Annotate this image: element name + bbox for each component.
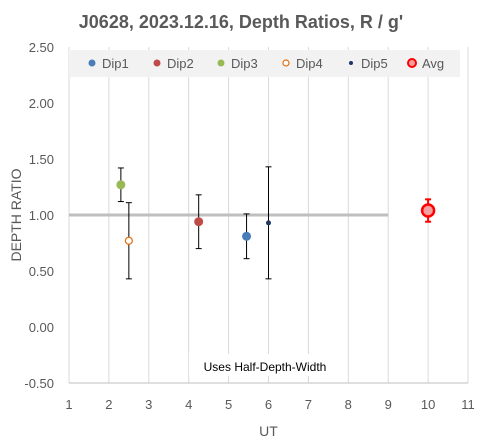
legend-label-dip5: Dip5 xyxy=(361,56,388,71)
legend-marker-dip1 xyxy=(88,59,96,67)
y-tick-label-2.00: 2.00 xyxy=(29,96,54,111)
x-tick-label-1: 1 xyxy=(65,397,72,412)
legend-marker-dip3 xyxy=(217,59,225,67)
legend-label-avg: Avg xyxy=(422,56,444,71)
data-layer xyxy=(116,166,436,280)
label-layer: 1 2 3 4 5 6 7 8 9 10 11 2.50 2.00 1.50 1.00 0.50 0.00 -0.… xyxy=(8,40,475,439)
x-tick-label-8: 8 xyxy=(345,397,352,412)
annotation-text: Uses Half-Depth-Width xyxy=(204,360,327,374)
x-tick-label-9: 9 xyxy=(385,397,392,412)
avg-point xyxy=(420,203,436,218)
y-tick-label-1.00: 1.00 xyxy=(29,208,54,223)
legend-label-dip3: Dip3 xyxy=(231,56,258,71)
legend-box xyxy=(69,50,460,77)
y-tick-label-2.50: 2.50 xyxy=(29,40,54,55)
legend-marker-avg xyxy=(407,58,417,68)
legend-layer: Dip1 Dip2 Dip3 Dip4 Dip5 Avg xyxy=(69,50,460,77)
legend-label-dip1: Dip1 xyxy=(102,56,129,71)
x-axis-title: UT xyxy=(259,423,278,439)
x-tick-label-11: 11 xyxy=(461,397,475,412)
y-tick-label-0.50: 0.50 xyxy=(29,264,54,279)
legend-label-dip2: Dip2 xyxy=(167,56,194,71)
x-tick-label-7: 7 xyxy=(305,397,312,412)
x-tick-label-4: 4 xyxy=(185,397,192,412)
y-tick-label--0.50: -0.50 xyxy=(24,376,54,391)
x-tick-label-2: 2 xyxy=(105,397,112,412)
legend-marker-dip4 xyxy=(282,59,290,67)
dip4-point xyxy=(124,236,133,245)
dip5-point xyxy=(266,220,271,226)
dip3-point xyxy=(116,180,126,190)
x-tick-label-3: 3 xyxy=(145,397,152,412)
x-tick-label-6: 6 xyxy=(265,397,272,412)
chart-title: J0628, 2023.12.16, Depth Ratios, R / g' xyxy=(78,12,404,32)
annotation-box xyxy=(189,354,341,376)
dip2-point xyxy=(194,217,204,227)
dip1-point xyxy=(242,231,252,241)
x-tick-label-10: 10 xyxy=(421,397,435,412)
legend-label-dip4: Dip4 xyxy=(296,56,323,71)
legend-marker-dip5 xyxy=(349,61,353,65)
y-tick-label-1.50: 1.50 xyxy=(29,152,54,167)
legend-marker-dip2 xyxy=(153,59,161,67)
x-tick-label-5: 5 xyxy=(225,397,232,412)
y-axis-title: DEPTH RATIO xyxy=(8,168,24,261)
y-tick-label-0.00: 0.00 xyxy=(29,320,54,335)
